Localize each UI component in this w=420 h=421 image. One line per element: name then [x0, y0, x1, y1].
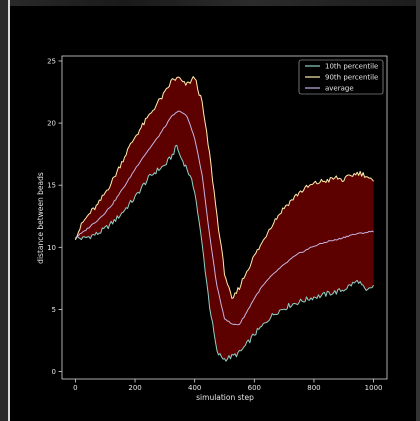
- series-line-90th-percentile: [74, 76, 374, 299]
- y-tick-label: 15: [47, 182, 56, 190]
- x-axis-ticks: 0 200 400 600 800 1000: [73, 379, 382, 392]
- right-edge: [416, 0, 420, 421]
- legend-label-average: average: [325, 85, 354, 93]
- series-line-average: [75, 110, 374, 326]
- y-tick-label: 0: [52, 368, 56, 376]
- legend: 10th percentile 90th percentile average: [298, 59, 384, 95]
- x-tick-label: 200: [128, 384, 141, 392]
- y-tick-label: 25: [47, 57, 56, 65]
- x-tick-label: 600: [248, 384, 261, 392]
- legend-box: [298, 59, 384, 95]
- x-tick-label: 0: [73, 384, 77, 392]
- x-tick-label: 1000: [365, 384, 383, 392]
- series-line-10th-percentile: [74, 144, 375, 362]
- left-gutter: [0, 0, 8, 421]
- y-axis-label: distance between beads: [36, 172, 45, 264]
- y-tick-label: 5: [52, 306, 56, 314]
- plot-area-frame: [61, 55, 388, 380]
- series-lines-layer: [74, 76, 375, 362]
- x-tick-label: 800: [307, 384, 320, 392]
- left-edge-line: [8, 0, 10, 421]
- x-axis-label: simulation step: [196, 393, 254, 402]
- legend-label-10th-percentile: 10th percentile: [325, 63, 378, 71]
- top-edge-strip: [0, 0, 420, 6]
- y-axis-ticks: 0 5 10 15 20 25: [47, 57, 62, 376]
- x-tick-label: 400: [188, 384, 201, 392]
- y-tick-label: 10: [47, 244, 56, 252]
- y-tick-label: 20: [47, 120, 56, 128]
- legend-label-90th-percentile: 90th percentile: [325, 74, 378, 82]
